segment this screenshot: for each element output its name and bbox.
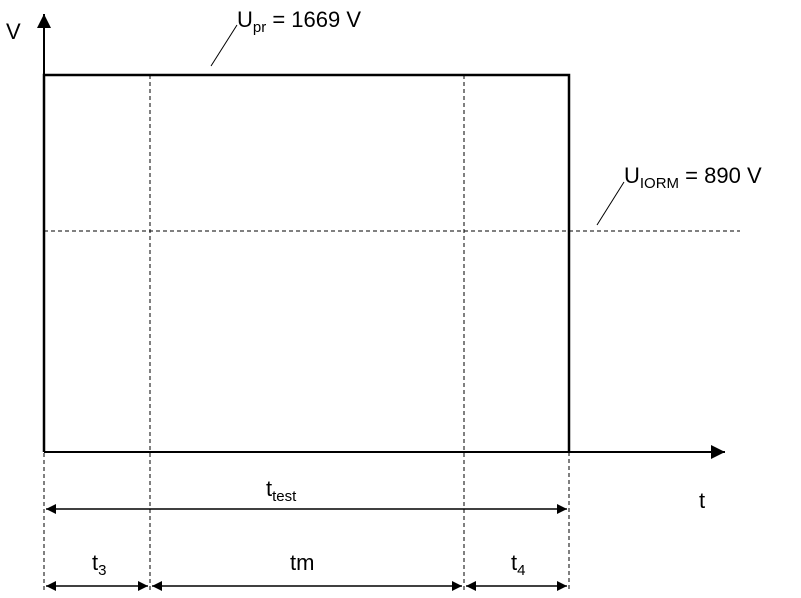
t3-label: t3 bbox=[92, 550, 106, 579]
y-axis-label: V bbox=[6, 19, 21, 44]
ttest-label: ttest bbox=[266, 476, 297, 505]
x-axis-label: t bbox=[699, 488, 705, 513]
uiorm-label: UIORM = 890 V bbox=[624, 163, 762, 192]
upr-leader bbox=[210, 24, 238, 67]
t4-label: t4 bbox=[511, 550, 525, 579]
tm-label: tm bbox=[290, 550, 314, 575]
upr-label: Upr = 1669 V bbox=[237, 7, 361, 36]
uiorm-leader bbox=[596, 181, 625, 226]
voltage-pulse bbox=[42, 73, 571, 452]
